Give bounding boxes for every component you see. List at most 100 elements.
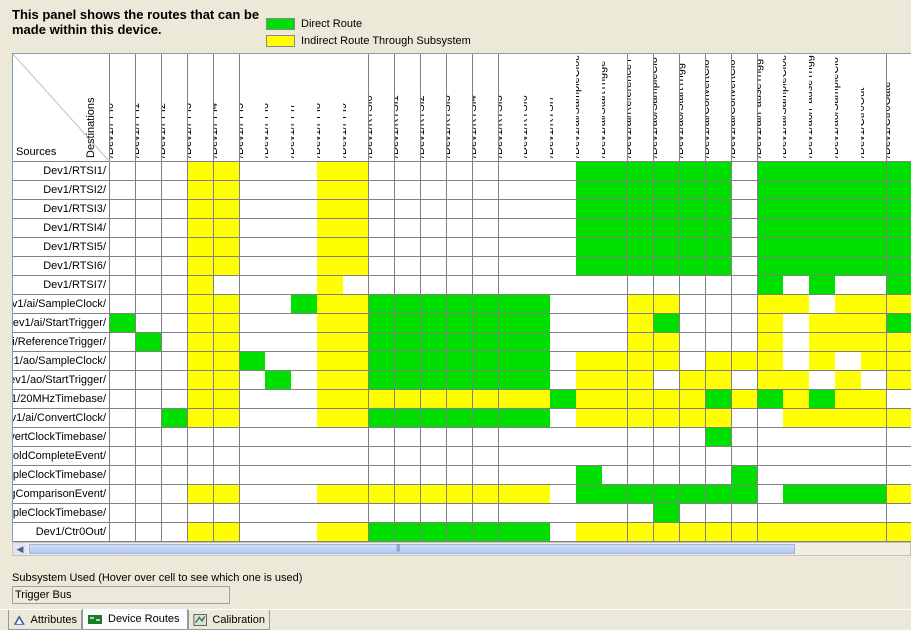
route-cell[interactable] (705, 504, 733, 523)
route-cell[interactable] (446, 257, 474, 276)
route-cell[interactable] (653, 504, 681, 523)
route-cell[interactable] (161, 428, 189, 447)
route-cell[interactable] (524, 162, 551, 181)
route-cell[interactable] (369, 371, 396, 390)
route-cell[interactable] (161, 219, 189, 238)
route-cell[interactable] (317, 352, 344, 371)
route-cell[interactable] (239, 428, 266, 447)
route-cell[interactable] (498, 295, 525, 314)
route-cell[interactable] (265, 162, 292, 181)
route-cell[interactable] (291, 314, 318, 333)
route-cell[interactable] (343, 447, 370, 466)
route-cell[interactable] (705, 314, 733, 333)
route-cell[interactable] (550, 409, 577, 428)
route-cell[interactable] (135, 257, 163, 276)
route-cell[interactable] (602, 371, 629, 390)
route-cell[interactable] (757, 466, 784, 485)
route-cell[interactable] (472, 352, 499, 371)
route-cell[interactable] (420, 447, 448, 466)
route-cell[interactable] (602, 276, 629, 295)
route-cell[interactable] (835, 504, 862, 523)
route-cell[interactable] (809, 314, 836, 333)
route-cell[interactable] (343, 504, 370, 523)
route-cell[interactable] (239, 238, 266, 257)
route-cell[interactable] (291, 257, 318, 276)
route-cell[interactable] (343, 276, 370, 295)
route-cell[interactable] (472, 257, 499, 276)
route-cell[interactable] (628, 295, 655, 314)
route-cell[interactable] (679, 238, 707, 257)
route-cell[interactable] (187, 428, 215, 447)
route-cell[interactable] (343, 333, 370, 352)
route-cell[interactable] (576, 314, 603, 333)
route-cell[interactable] (394, 314, 422, 333)
route-cell[interactable] (498, 371, 525, 390)
route-cell[interactable] (498, 504, 525, 523)
route-cell[interactable] (757, 181, 784, 200)
route-cell[interactable] (783, 485, 810, 504)
route-cell[interactable] (705, 238, 733, 257)
route-cell[interactable] (783, 371, 810, 390)
route-cell[interactable] (213, 447, 240, 466)
route-cell[interactable] (472, 523, 499, 542)
route-cell[interactable] (265, 447, 292, 466)
route-cell[interactable] (550, 257, 577, 276)
route-cell[interactable] (265, 295, 292, 314)
route-cell[interactable] (265, 333, 292, 352)
route-cell[interactable] (394, 333, 422, 352)
route-cell[interactable] (809, 504, 836, 523)
route-cell[interactable] (705, 257, 733, 276)
route-cell[interactable] (524, 333, 551, 352)
route-cell[interactable] (394, 257, 422, 276)
route-cell[interactable] (887, 276, 911, 295)
route-cell[interactable] (187, 352, 215, 371)
route-cell[interactable] (705, 219, 733, 238)
route-cell[interactable] (161, 257, 189, 276)
route-cell[interactable] (653, 257, 681, 276)
route-cell[interactable] (498, 409, 525, 428)
route-cell[interactable] (265, 371, 292, 390)
route-cell[interactable] (731, 466, 758, 485)
route-cell[interactable] (394, 200, 422, 219)
route-cell[interactable] (317, 428, 344, 447)
route-cell[interactable] (576, 333, 603, 352)
route-cell[interactable] (887, 523, 911, 542)
route-cell[interactable] (628, 219, 655, 238)
route-cell[interactable] (213, 276, 240, 295)
route-cell[interactable] (602, 352, 629, 371)
route-cell[interactable] (110, 238, 137, 257)
route-cell[interactable] (861, 200, 888, 219)
route-cell[interactable] (110, 295, 137, 314)
route-cell[interactable] (679, 466, 707, 485)
route-cell[interactable] (498, 238, 525, 257)
route-cell[interactable] (239, 219, 266, 238)
route-cell[interactable] (887, 314, 911, 333)
route-cell[interactable] (602, 390, 629, 409)
route-cell[interactable] (653, 409, 681, 428)
route-cell[interactable] (239, 466, 266, 485)
route-cell[interactable] (653, 238, 681, 257)
route-cell[interactable] (835, 295, 862, 314)
route-cell[interactable] (679, 352, 707, 371)
route-cell[interactable] (861, 447, 888, 466)
route-cell[interactable] (420, 485, 448, 504)
route-cell[interactable] (835, 333, 862, 352)
route-cell[interactable] (524, 466, 551, 485)
route-cell[interactable] (265, 181, 292, 200)
route-cell[interactable] (394, 276, 422, 295)
route-cell[interactable] (731, 352, 758, 371)
route-cell[interactable] (265, 428, 292, 447)
route-cell[interactable] (887, 162, 911, 181)
route-cell[interactable] (731, 428, 758, 447)
route-cell[interactable] (213, 466, 240, 485)
route-cell[interactable] (550, 162, 577, 181)
route-cell[interactable] (472, 485, 499, 504)
scroll-thumb[interactable] (29, 544, 795, 554)
route-cell[interactable] (369, 181, 396, 200)
route-cell[interactable] (369, 409, 396, 428)
route-cell[interactable] (731, 295, 758, 314)
route-cell[interactable] (809, 333, 836, 352)
route-cell[interactable] (576, 523, 603, 542)
route-cell[interactable] (213, 295, 240, 314)
route-cell[interactable] (420, 466, 448, 485)
